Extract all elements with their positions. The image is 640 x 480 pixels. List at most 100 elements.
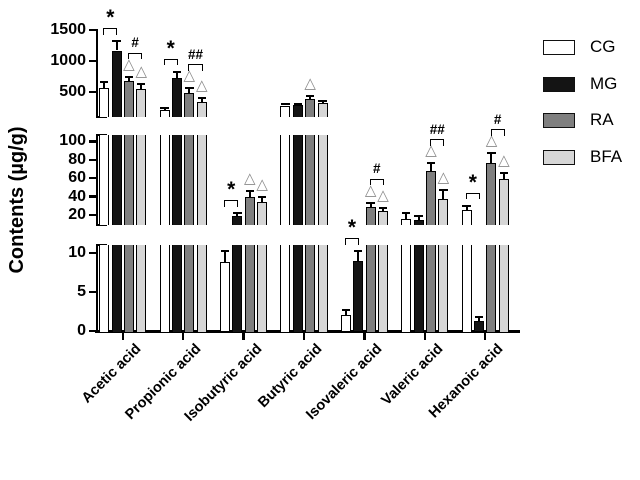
sig-bracket-4 xyxy=(369,178,384,186)
errorbar-RA-2 xyxy=(248,191,251,197)
bar-CG-2 xyxy=(219,262,230,332)
sig-label-0: * xyxy=(106,6,115,30)
errorbar-CG-5 xyxy=(405,213,408,220)
bar-RA-4 xyxy=(365,245,376,332)
bar-BFA-2 xyxy=(257,245,268,332)
legend-label-RA: RA xyxy=(590,110,614,129)
errorbar-cap-RA-6 xyxy=(487,152,496,155)
bar-MG-1 xyxy=(171,245,182,332)
errorbar-CG-1 xyxy=(163,107,166,111)
bar-RA-0 xyxy=(123,245,134,332)
bar-MG-0 xyxy=(111,135,122,225)
errorbar-RA-4 xyxy=(369,202,372,207)
errorbar-cap-BFA-5 xyxy=(439,189,448,192)
bar-MG-0 xyxy=(111,245,122,332)
errorbar-BFA-4 xyxy=(382,208,385,212)
legend-item-BFA: BFA xyxy=(543,147,640,169)
bar-BFA-3 xyxy=(317,102,328,117)
sig-triangle-RA-6: △ xyxy=(485,132,498,150)
y-axis-tick-label: 0 xyxy=(77,322,86,339)
errorbar-cap-BFA-4 xyxy=(378,207,388,209)
bar-MG-3 xyxy=(292,135,303,225)
y-axis-tick xyxy=(89,177,96,180)
errorbar-cap-CG-2 xyxy=(220,250,230,253)
bar-RA-6 xyxy=(486,162,497,225)
sig-triangle-BFA-6: △ xyxy=(498,151,510,169)
bar-MG-5 xyxy=(413,245,424,332)
bar-BFA-2 xyxy=(257,202,268,225)
bar-CG-1 xyxy=(159,110,170,117)
y-axis-segment-1 xyxy=(95,134,98,226)
errorbar-cap-BFA-1 xyxy=(197,97,206,100)
bar-CG-0 xyxy=(99,87,110,117)
errorbar-cap-CG-0 xyxy=(99,80,109,83)
sig-bracket-1 xyxy=(163,58,178,66)
errorbar-cap-MG-3 xyxy=(293,102,302,105)
sig-bracket-0 xyxy=(128,52,143,60)
bar-BFA-4 xyxy=(378,211,389,225)
bar-RA-5 xyxy=(426,170,437,225)
legend-swatch-RA xyxy=(543,113,575,128)
errorbar-RA-6 xyxy=(490,153,493,163)
bar-MG-6 xyxy=(474,320,485,332)
errorbar-MG-0 xyxy=(115,41,118,51)
bar-RA-0 xyxy=(123,135,134,225)
bar-CG-1 xyxy=(159,135,170,225)
x-axis-tick xyxy=(302,333,306,341)
y-axis-tick xyxy=(89,290,96,293)
x-axis-tick xyxy=(121,333,124,341)
bar-CG-5 xyxy=(401,245,412,332)
sig-label-6: * xyxy=(468,170,477,194)
x-axis-tick xyxy=(363,333,366,341)
x-axis-category-label: Isovaleric acid xyxy=(303,341,386,423)
y-axis-tick-label: 1500 xyxy=(50,21,86,38)
errorbar-MG-2 xyxy=(236,213,239,216)
x-axis-tick xyxy=(484,333,487,341)
y-axis-tick xyxy=(89,91,96,94)
errorbar-cap-BFA-0 xyxy=(137,83,146,86)
bar-MG-1 xyxy=(171,135,182,225)
sig-bracket-6 xyxy=(490,129,505,136)
errorbar-cap-MG-4 xyxy=(354,250,363,253)
sig-triangle-RA-0: △ xyxy=(123,55,135,73)
sig-bracket-4 xyxy=(344,238,360,245)
bar-BFA-1 xyxy=(196,245,207,332)
x-axis-category-label: Propionic acid xyxy=(122,341,205,423)
sig-label-6: # xyxy=(493,111,502,127)
errorbar-cap-RA-2 xyxy=(245,190,254,193)
y-axis-tick xyxy=(89,59,96,63)
errorbar-BFA-6 xyxy=(502,172,505,180)
sig-triangle-RA-4: △ xyxy=(364,181,377,199)
errorbar-BFA-1 xyxy=(200,98,203,102)
errorbar-cap-CG-3 xyxy=(281,102,290,105)
bar-CG-3 xyxy=(280,245,291,332)
sig-triangle-RA-1: △ xyxy=(183,67,196,85)
legend-swatch-MG xyxy=(543,76,575,92)
errorbar-MG-6 xyxy=(478,316,481,321)
bar-CG-6 xyxy=(461,245,472,332)
sig-label-5: ## xyxy=(429,121,445,137)
bar-BFA-1 xyxy=(196,135,207,225)
bar-BFA-0 xyxy=(136,89,147,117)
sig-bracket-6 xyxy=(465,192,480,200)
errorbar-RA-1 xyxy=(188,88,191,94)
y-axis-tick xyxy=(89,251,96,254)
sig-label-1: * xyxy=(166,36,175,60)
errorbar-CG-4 xyxy=(344,309,347,315)
bar-BFA-6 xyxy=(498,245,509,332)
sig-label-0: # xyxy=(131,35,139,51)
bar-RA-1 xyxy=(184,245,195,332)
bar-MG-4 xyxy=(353,261,364,332)
errorbar-cap-MG-2 xyxy=(233,212,242,215)
errorbar-cap-CG-1 xyxy=(160,106,169,109)
bar-MG-0 xyxy=(111,50,122,117)
sig-label-2: * xyxy=(227,178,236,202)
errorbar-MG-5 xyxy=(417,215,420,221)
errorbar-cap-MG-0 xyxy=(112,40,121,43)
y-axis-tick-label: 10 xyxy=(68,243,86,261)
legend-label-MG: MG xyxy=(590,73,618,93)
y-axis-tick-label: 100 xyxy=(59,132,86,150)
errorbar-CG-2 xyxy=(223,251,226,263)
errorbar-cap-RA-1 xyxy=(185,87,194,90)
errorbar-cap-MG-5 xyxy=(414,214,423,217)
